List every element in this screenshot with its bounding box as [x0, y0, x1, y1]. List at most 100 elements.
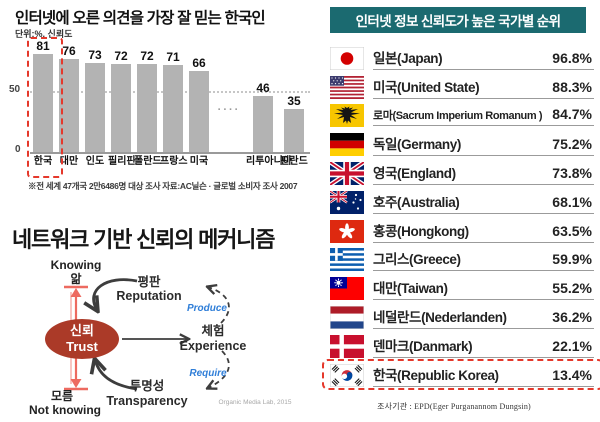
bar-리투아니아: 46 — [246, 40, 280, 152]
reputation-label-ko: 평판 — [137, 274, 161, 289]
country-percentage: 96.8% — [552, 49, 592, 66]
bar-rect — [189, 71, 209, 152]
country-percentage: 63.5% — [552, 222, 592, 239]
bar-chart-unit-label: 단위:%, 신뢰도 — [15, 29, 73, 39]
y-axis-tick-50: 50 — [9, 84, 21, 95]
country-row-main: 미국(United State) 88.3% — [373, 76, 594, 99]
category-label-핀란드: 핀란드 — [280, 156, 308, 167]
bar-rect — [33, 54, 53, 152]
bar-value-label: 73 — [88, 48, 102, 62]
country-row-main: 일본(Japan) 96.8% — [373, 47, 594, 70]
trust-ellipse — [45, 319, 119, 359]
country-row-dk: 덴마크(Danmark) 22.1% — [326, 332, 594, 361]
category-label-대만: 대만 — [59, 156, 79, 167]
category-label-인도: 인도 — [85, 156, 105, 167]
flag-icon-hk — [330, 219, 364, 243]
flag-icon-jp — [330, 46, 364, 70]
country-percentage: 22.1% — [552, 337, 592, 354]
country-row-gr: 그리스(Greece) 59.9% — [326, 246, 594, 275]
bar-한국: 81 — [30, 40, 56, 152]
korea-bar-highlight-box — [27, 37, 63, 178]
knowing-label-ko: 앎 — [70, 272, 81, 286]
ranking-source-note: 조사기관 : EPD(Eger Purganannom Dungsin) — [377, 402, 531, 411]
country-row-main: 호주(Australia) 68.1% — [373, 191, 594, 214]
country-row-main: 홍콩(Hongkong) 63.5% — [373, 220, 594, 243]
flag-icon-nl — [330, 306, 364, 330]
bar-대만: 76 — [56, 40, 82, 152]
bar-rect — [163, 65, 183, 152]
country-percentage: 36.2% — [552, 309, 592, 326]
flag-icon-dk — [330, 334, 364, 358]
country-row-tw: 대만(Taiwan) 55.2% — [326, 274, 594, 303]
reputation-label-en: Reputation — [116, 289, 181, 303]
bar-gap-dots: ···· — [217, 104, 241, 116]
right-column: 인터넷 정보 신뢰도가 높은 국가별 순위 일본(Japan) 96.8% 미국(U… — [320, 0, 600, 422]
country-row-nl: 네덜란드(Nederlanden) 36.2% — [326, 303, 594, 332]
bar-rect — [111, 64, 131, 152]
bar-chart-plot-area: 81 76 73 72 72 71 66 ···· 46 35 — [30, 40, 310, 154]
flag-icon-tw — [330, 277, 364, 301]
trust-label-ko: 신뢰 — [70, 323, 94, 338]
bar-rect — [137, 64, 157, 152]
country-percentage: 73.8% — [552, 165, 592, 182]
bar-필리핀: 72 — [108, 40, 134, 152]
country-row-kr: 한국(Republic Korea) 13.4% — [322, 358, 600, 390]
category-label-폴란드: 폴란드 — [134, 156, 162, 167]
bar-폴란드: 72 — [134, 40, 160, 152]
bar-chart-source-note: ※전 세계 47개국 2만6486명 대상 조사 자료:AC닐슨 · 글로벌 소… — [28, 181, 298, 191]
bar-value-label: 72 — [140, 49, 154, 63]
transparency-label-ko: 투명성 — [130, 378, 165, 393]
category-label-미국: 미국 — [189, 156, 209, 167]
country-row-main: 대만(Taiwan) 55.2% — [373, 277, 594, 301]
country-name: 홍콩(Hongkong) — [373, 223, 469, 239]
category-label-필리핀: 필리핀 — [108, 156, 136, 167]
y-axis-tick-0: 0 — [15, 144, 21, 155]
arrow-produce-dashed — [208, 287, 230, 324]
country-row-de: 독일(Germany) 75.2% — [326, 130, 594, 159]
require-label: Require — [189, 368, 227, 379]
bar-chart-title: 인터넷에 오른 의견을 가장 잘 믿는 한국인 — [15, 10, 266, 27]
country-name: 대만(Taiwan) — [373, 281, 448, 297]
trust-label-en: Trust — [66, 339, 98, 354]
bar-인도: 73 — [82, 40, 108, 152]
country-row-hre: 로마(Sacrum Imperium Romanum ) 84.7% — [326, 102, 594, 131]
arrow-transparency-to-trust — [95, 360, 138, 391]
country-name: 영국(England) — [373, 166, 456, 182]
country-percentage: 84.7% — [552, 105, 592, 122]
bar-프랑스: 71 — [160, 40, 186, 152]
bar-value-label: 76 — [62, 44, 76, 58]
bar-value-label: 35 — [287, 94, 301, 108]
category-gap — [212, 156, 246, 168]
bar-value-label: 72 — [114, 49, 128, 63]
diagram-credit: Organic Media Lab, 2015 — [219, 399, 292, 406]
bar-value-label: 81 — [36, 39, 50, 53]
flag-icon-hre — [330, 104, 364, 128]
trust-mechanism-diagram: 신뢰 Trust Knowing 앎 평판 Reputation 체험 Expe… — [29, 258, 292, 417]
country-percentage: 13.4% — [552, 366, 592, 383]
country-percentage: 55.2% — [552, 280, 592, 297]
country-name: 호주(Australia) — [373, 194, 460, 210]
arrow-reputation-to-trust — [94, 278, 138, 310]
flag-icon-us — [330, 75, 364, 99]
experience-label-en: Experience — [180, 339, 247, 353]
ranking-panel-title: 인터넷 정보 신뢰도가 높은 국가별 순위 — [330, 7, 586, 33]
country-name: 그리스(Greece) — [373, 252, 461, 268]
country-row-jp: 일본(Japan) 96.8% — [326, 44, 594, 73]
bar-rect — [253, 96, 273, 152]
flag-icon-gb — [330, 162, 364, 186]
experience-label-ko: 체험 — [201, 323, 224, 338]
arrow-require-dashed — [208, 350, 230, 388]
country-row-us: 미국(United State) 88.3% — [326, 73, 594, 102]
bar-area: 81 76 73 72 72 71 66 ···· 46 35 — [30, 40, 308, 152]
category-label-한국: 한국 — [33, 156, 53, 167]
country-percentage: 59.9% — [552, 251, 592, 268]
country-percentage: 88.3% — [552, 78, 592, 95]
country-name: 네덜란드(Nederlanden) — [373, 310, 507, 326]
bar-핀란드: 35 — [280, 40, 308, 152]
country-row-gb: 영국(England) 73.8% — [326, 159, 594, 188]
flag-icon-kr — [330, 363, 364, 387]
country-row-hk: 홍콩(Hongkong) 63.5% — [326, 217, 594, 246]
bar-value-label: 46 — [256, 81, 270, 95]
transparency-label-en: Transparency — [106, 394, 187, 408]
country-row-main: 그리스(Greece) 59.9% — [373, 248, 594, 272]
